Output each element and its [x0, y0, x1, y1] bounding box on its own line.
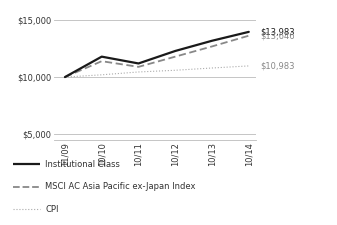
MSCI AC Asia Pacific ex-Japan Index — [247, 34, 251, 37]
Line: CPI: CPI — [65, 66, 249, 77]
CPI — [210, 67, 214, 69]
Text: $10,983: $10,983 — [260, 61, 294, 70]
Institutional Class — [210, 39, 214, 42]
Line: Institutional Class: Institutional Class — [65, 32, 249, 77]
Institutional Class — [173, 50, 177, 52]
MSCI AC Asia Pacific ex-Japan Index — [173, 55, 177, 58]
Text: CPI: CPI — [45, 205, 59, 214]
MSCI AC Asia Pacific ex-Japan Index — [136, 65, 141, 68]
Institutional Class — [100, 55, 104, 58]
Text: MSCI AC Asia Pacific ex-Japan Index: MSCI AC Asia Pacific ex-Japan Index — [45, 182, 196, 191]
CPI — [247, 65, 251, 67]
CPI — [100, 73, 104, 76]
Institutional Class — [63, 76, 67, 79]
Text: $13,646: $13,646 — [260, 31, 295, 40]
Line: MSCI AC Asia Pacific ex-Japan Index: MSCI AC Asia Pacific ex-Japan Index — [65, 36, 249, 77]
MSCI AC Asia Pacific ex-Japan Index — [210, 45, 214, 48]
MSCI AC Asia Pacific ex-Japan Index — [100, 60, 104, 63]
CPI — [136, 71, 141, 73]
CPI — [63, 76, 67, 79]
Text: Institutional Class: Institutional Class — [45, 160, 120, 169]
Institutional Class — [247, 31, 251, 33]
Text: $13,983: $13,983 — [260, 27, 295, 36]
Institutional Class — [136, 62, 141, 65]
MSCI AC Asia Pacific ex-Japan Index — [63, 76, 67, 79]
CPI — [173, 69, 177, 72]
